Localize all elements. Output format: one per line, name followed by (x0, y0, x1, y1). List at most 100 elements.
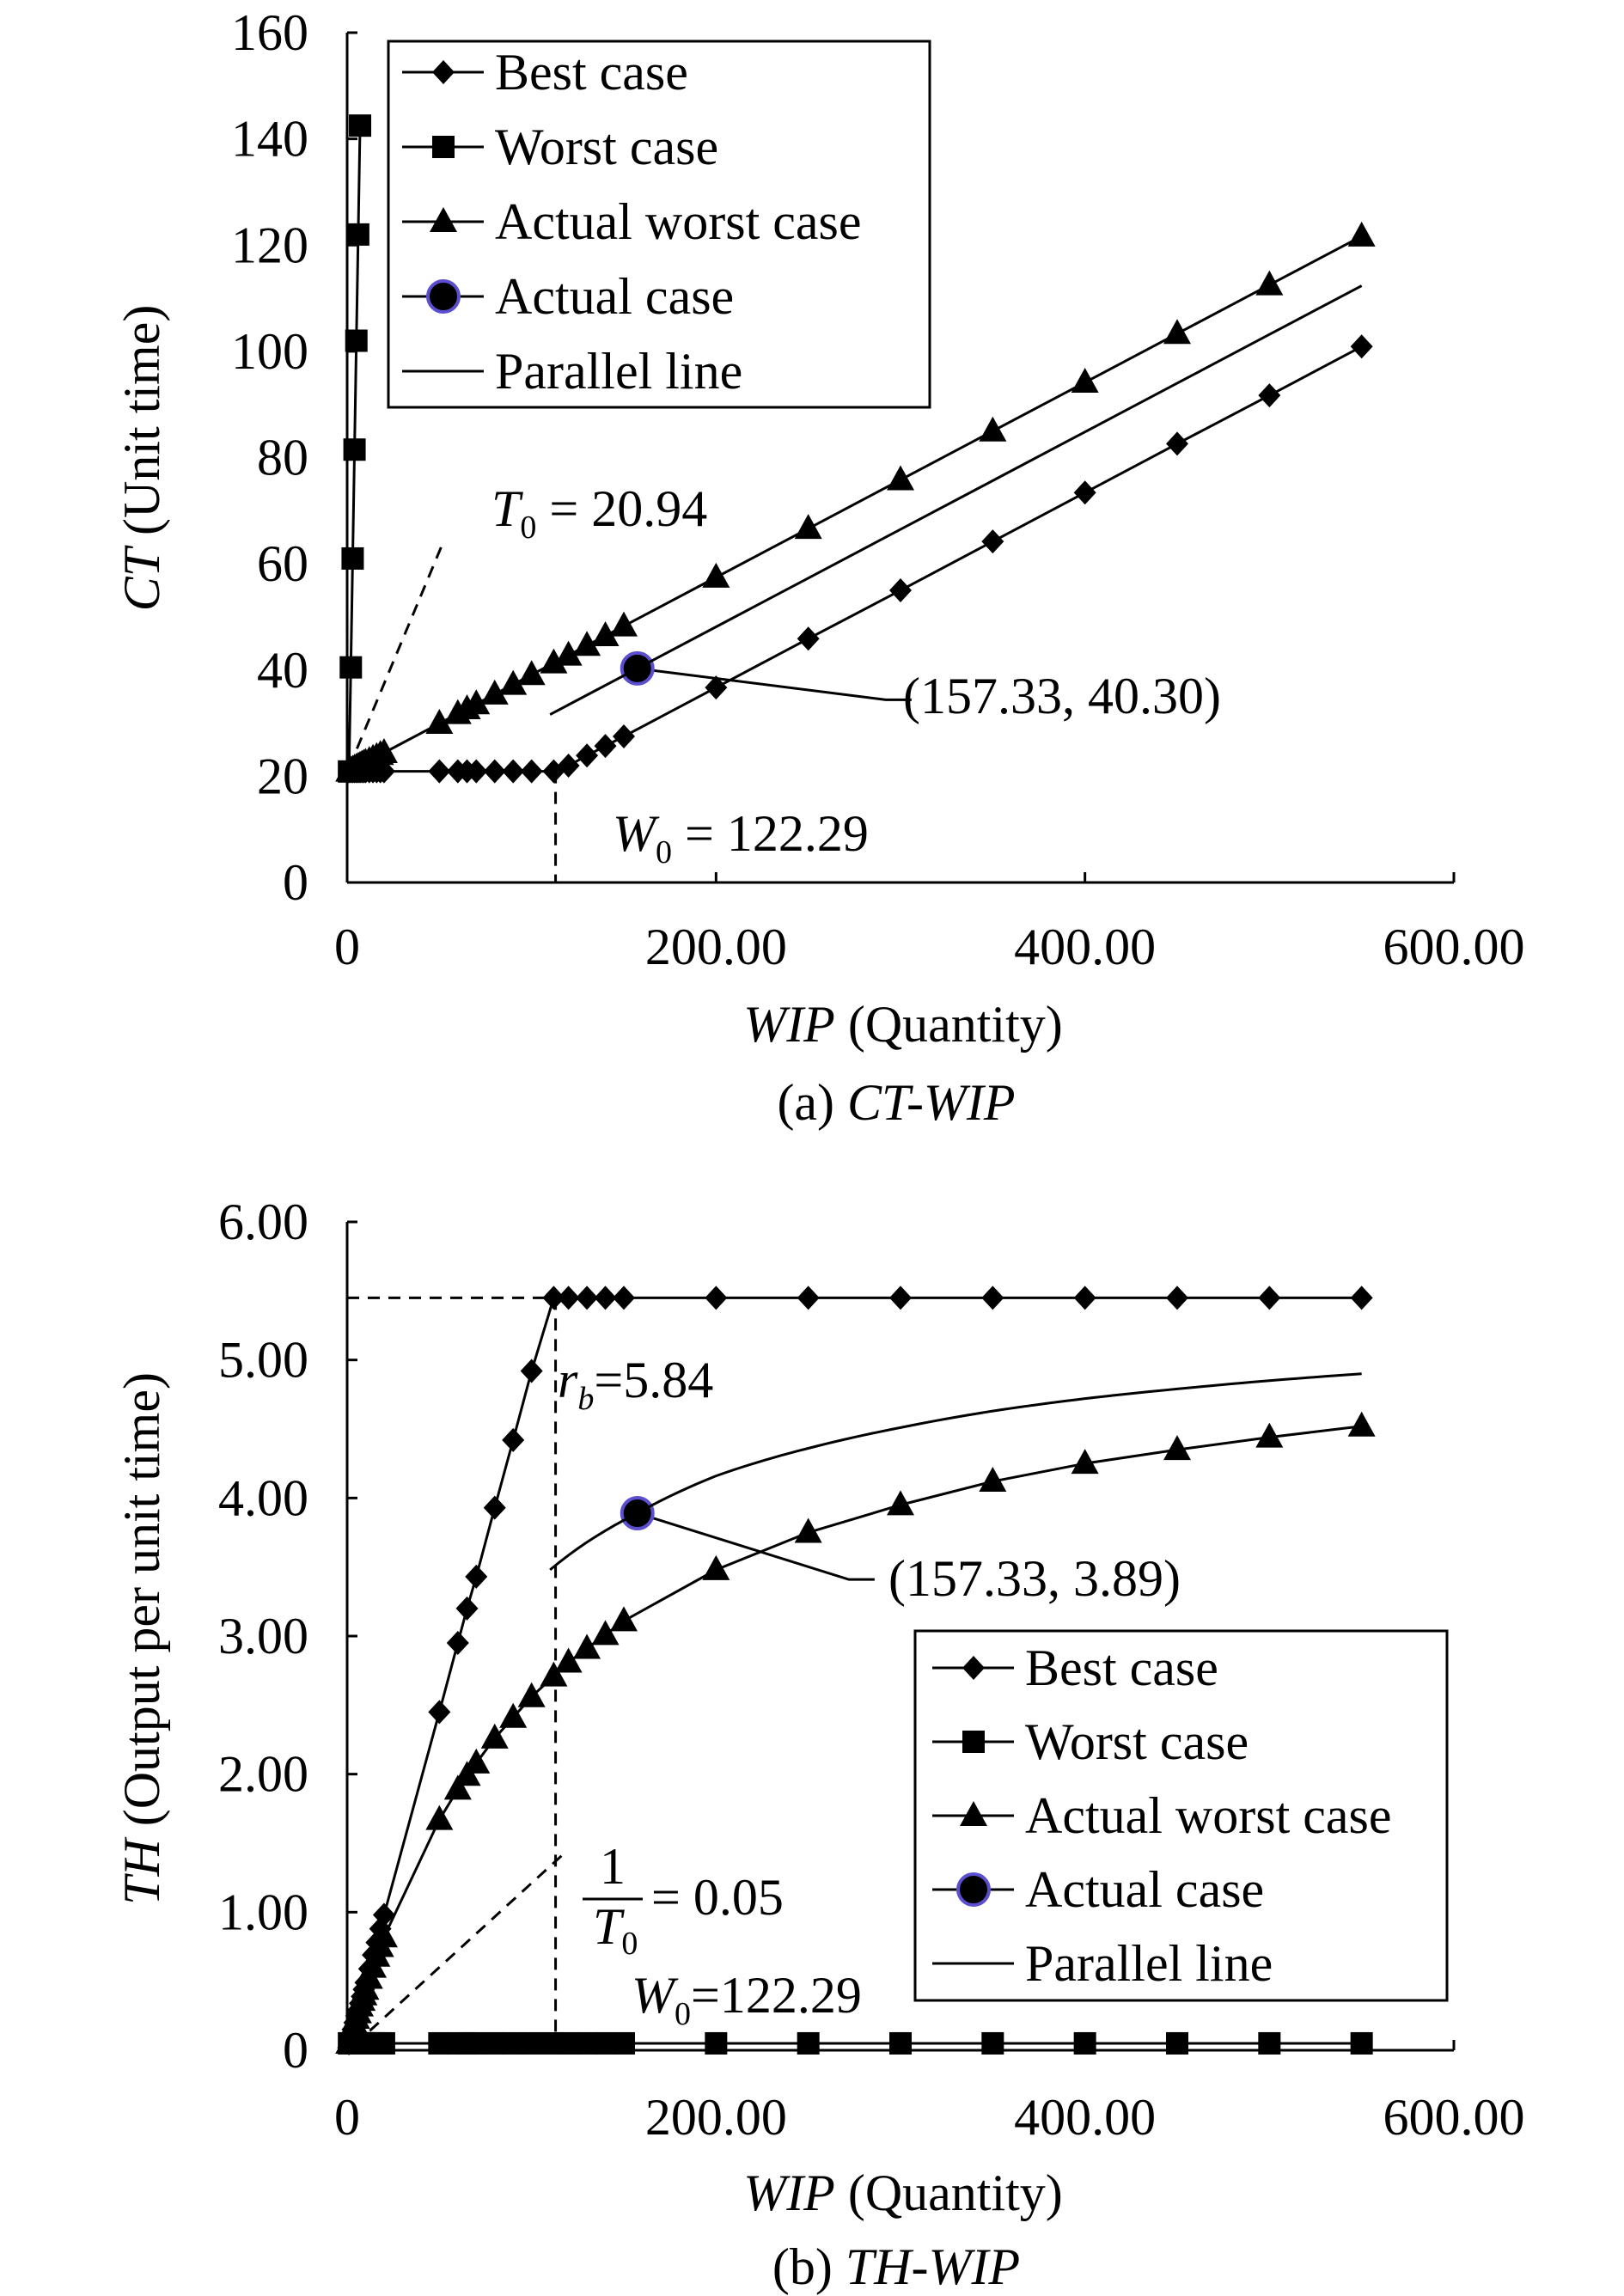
actual-worst-case-point (425, 708, 454, 734)
worst-case-point (520, 2031, 543, 2055)
actual-worst-case-point (443, 1774, 472, 1800)
y-tick-label: 80 (257, 430, 308, 486)
y-tick-label: 6.00 (218, 1194, 308, 1250)
legend-label: Actual case (1025, 1861, 1264, 1918)
actual-worst-case-point (794, 1517, 822, 1543)
legend-square-icon (432, 136, 455, 158)
legend-diamond-icon (432, 60, 455, 84)
legend-label: Actual worst case (1025, 1787, 1392, 1844)
best-case-point (1073, 480, 1096, 505)
annotation-w0-b: W0=122.29 (632, 1967, 862, 2032)
legend-item-best-case: Best case (932, 1640, 1218, 1696)
worst-case-point (1258, 2031, 1281, 2055)
actual-worst-case-point (499, 1702, 528, 1728)
actual-worst-case-point (480, 1723, 509, 1749)
actual-worst-case-point (591, 620, 620, 646)
x-tick-label: 0 (334, 2089, 360, 2146)
best-case-point (705, 1285, 728, 1310)
chart-b: 0 1.00 2.00 3.00 4.00 5.00 6.00 0 200.00 400.00 60… (113, 1194, 1525, 2295)
annotation-rb: rb=5.84 (558, 1352, 713, 1417)
annotation-actual-point: (157.33, 40.30) (903, 668, 1221, 724)
best-case-point (1350, 334, 1373, 359)
legend-label: Worst case (495, 119, 718, 175)
legend-diamond-icon (962, 1656, 985, 1680)
best-case-point (502, 1427, 525, 1452)
best-case-point (576, 743, 599, 768)
legend-item-best-case: Best case (402, 44, 688, 101)
x-tick-label: 600.00 (1383, 919, 1525, 975)
actual-worst-case-point (554, 1647, 583, 1673)
best-case-point (797, 1285, 820, 1310)
best-case-point (1258, 1285, 1281, 1310)
best-case-point (981, 529, 1004, 554)
legend-label: Best case (1025, 1640, 1218, 1696)
best-case-point (594, 734, 617, 759)
actual-worst-case-point (1071, 368, 1099, 394)
actual-worst-case-point (979, 1467, 1007, 1493)
series-parallel-line (549, 1372, 1362, 1572)
actual-worst-case-point (887, 1490, 914, 1516)
chart-a-ylabel: CT (Unit time) (113, 305, 170, 612)
annotation-leader-line (637, 1511, 875, 1581)
best-case-point (705, 675, 728, 700)
worst-case-point (1350, 2031, 1373, 2055)
y-tick-label: 100 (231, 323, 308, 380)
best-case-point (455, 1596, 479, 1621)
y-tick-label: 5.00 (218, 1332, 308, 1389)
legend-item-actual-worst-case: Actual worst case (402, 193, 862, 250)
chart-b-plot: 0 1.00 2.00 3.00 4.00 5.00 6.00 0 200.00 400.00 60… (218, 1194, 1525, 2146)
y-tick-label: 1.00 (218, 1884, 308, 1940)
best-case-point (557, 1285, 580, 1310)
best-case-point (1166, 1285, 1188, 1310)
chart-b-ylabel: TH (Output per unit time) (113, 1372, 170, 1905)
worst-case-point (705, 2031, 728, 2055)
legend-circle-icon (956, 1872, 991, 1907)
legend-item-worst-case: Worst case (932, 1713, 1249, 1770)
worst-case-point (1073, 2031, 1096, 2055)
best-case-point (483, 759, 506, 784)
x-tick-label: 200.00 (645, 2089, 787, 2146)
actual-worst-case-point (1347, 221, 1376, 247)
chart-b-xlabel: WIP (Quantity) (743, 2165, 1063, 2221)
actual-worst-case-point (462, 1748, 491, 1774)
chart-a-plot: 0 20 40 60 80 100 120 140 160 0 200.00 400.00 600.00 (231, 4, 1525, 975)
legend-item-parallel-line: Parallel line (402, 343, 742, 400)
legend-triangle-icon (430, 207, 457, 232)
y-tick-label: 0 (283, 854, 308, 911)
chart-a-xlabel: WIP (Quantity) (743, 996, 1063, 1053)
worst-case-point (889, 2031, 912, 2055)
legend-label: Worst case (1025, 1713, 1249, 1770)
best-case-point (1073, 1285, 1096, 1310)
svg-text:T0: T0 (593, 1898, 638, 1962)
best-case-point (613, 724, 635, 749)
worst-case-point (341, 547, 364, 570)
annotation-t0: T0 = 20.94 (491, 480, 707, 546)
actual-worst-case-point (1347, 1411, 1376, 1437)
worst-case-point (613, 2031, 635, 2055)
parallel-line-line (549, 284, 1363, 716)
reference-dashed-line (353, 1852, 566, 2046)
chart-a-legend: Best case Worst case Actual worst case Actu… (387, 40, 931, 409)
worst-case-point (339, 656, 363, 679)
legend-item-actual-case: Actual case (402, 268, 734, 325)
actual-worst-case-point (610, 611, 638, 637)
x-tick-label: 0 (334, 919, 360, 975)
x-tick-label: 600.00 (1383, 2089, 1525, 2146)
legend-label: Actual worst case (495, 193, 862, 250)
legend-label: Parallel line (1025, 1935, 1273, 1992)
best-case-point (428, 759, 451, 784)
actual-worst-case-point (1163, 1435, 1191, 1461)
best-case-point (557, 754, 580, 779)
best-case-point (520, 759, 543, 784)
actual-worst-case-point (1255, 270, 1284, 296)
best-case-point (428, 1700, 451, 1725)
actual-worst-case-point (979, 416, 1007, 442)
legend-item-actual-case: Actual case (932, 1861, 1264, 1918)
best-case-point (613, 1285, 635, 1310)
x-tick-label: 400.00 (1014, 919, 1156, 975)
worst-case-point (981, 2031, 1004, 2055)
y-tick-label: 20 (257, 748, 308, 804)
actual-worst-case-point (369, 737, 398, 763)
chart-b-legend: Best case Worst case Actual worst case Actu… (913, 1629, 1449, 2002)
